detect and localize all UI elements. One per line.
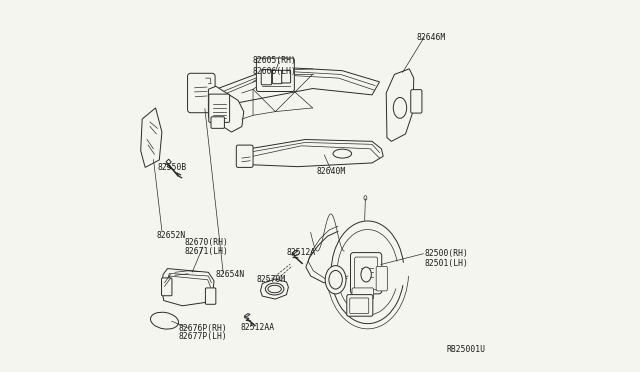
Polygon shape bbox=[244, 314, 250, 317]
Text: 82512AA: 82512AA bbox=[240, 323, 274, 332]
Text: 82670(RH): 82670(RH) bbox=[184, 238, 228, 247]
Text: 82646M: 82646M bbox=[417, 33, 446, 42]
FancyBboxPatch shape bbox=[282, 70, 291, 83]
Ellipse shape bbox=[394, 97, 406, 118]
FancyBboxPatch shape bbox=[411, 90, 422, 113]
FancyBboxPatch shape bbox=[347, 295, 373, 316]
Text: 82676P(RH): 82676P(RH) bbox=[179, 324, 227, 333]
Text: 82640M: 82640M bbox=[316, 167, 346, 176]
FancyBboxPatch shape bbox=[257, 58, 294, 92]
Ellipse shape bbox=[268, 285, 282, 293]
FancyBboxPatch shape bbox=[205, 288, 216, 304]
Ellipse shape bbox=[325, 266, 346, 294]
Text: 82570M: 82570M bbox=[257, 275, 286, 284]
Polygon shape bbox=[141, 108, 162, 167]
Polygon shape bbox=[209, 86, 244, 132]
Ellipse shape bbox=[329, 270, 342, 289]
FancyBboxPatch shape bbox=[349, 298, 369, 314]
Text: 82606(LH): 82606(LH) bbox=[252, 67, 296, 76]
Text: 82512A: 82512A bbox=[287, 248, 316, 257]
Polygon shape bbox=[238, 140, 383, 167]
Text: 82605(RH): 82605(RH) bbox=[252, 56, 296, 65]
Ellipse shape bbox=[150, 312, 179, 329]
Text: 82654N: 82654N bbox=[215, 270, 244, 279]
Text: 82501(LH): 82501(LH) bbox=[424, 259, 468, 267]
FancyBboxPatch shape bbox=[355, 257, 378, 290]
Polygon shape bbox=[209, 67, 380, 106]
FancyBboxPatch shape bbox=[352, 288, 374, 299]
FancyBboxPatch shape bbox=[376, 266, 387, 291]
Text: 82677P(LH): 82677P(LH) bbox=[179, 332, 227, 341]
Text: 82500(RH): 82500(RH) bbox=[424, 249, 468, 258]
Polygon shape bbox=[386, 69, 413, 141]
FancyBboxPatch shape bbox=[188, 73, 215, 113]
Polygon shape bbox=[166, 159, 172, 164]
Text: 82652N: 82652N bbox=[156, 231, 186, 240]
Text: 82550B: 82550B bbox=[157, 163, 186, 172]
FancyBboxPatch shape bbox=[161, 278, 172, 296]
Polygon shape bbox=[162, 269, 214, 306]
Ellipse shape bbox=[333, 149, 351, 158]
Polygon shape bbox=[292, 250, 298, 254]
FancyBboxPatch shape bbox=[273, 70, 282, 84]
Text: RB25001U: RB25001U bbox=[447, 345, 486, 354]
Polygon shape bbox=[260, 279, 289, 299]
FancyBboxPatch shape bbox=[211, 117, 225, 128]
Ellipse shape bbox=[361, 267, 371, 282]
FancyBboxPatch shape bbox=[261, 70, 271, 85]
FancyBboxPatch shape bbox=[351, 253, 381, 294]
FancyBboxPatch shape bbox=[209, 94, 230, 122]
FancyBboxPatch shape bbox=[236, 145, 253, 167]
Text: 82671(LH): 82671(LH) bbox=[184, 247, 228, 256]
Ellipse shape bbox=[266, 283, 284, 295]
